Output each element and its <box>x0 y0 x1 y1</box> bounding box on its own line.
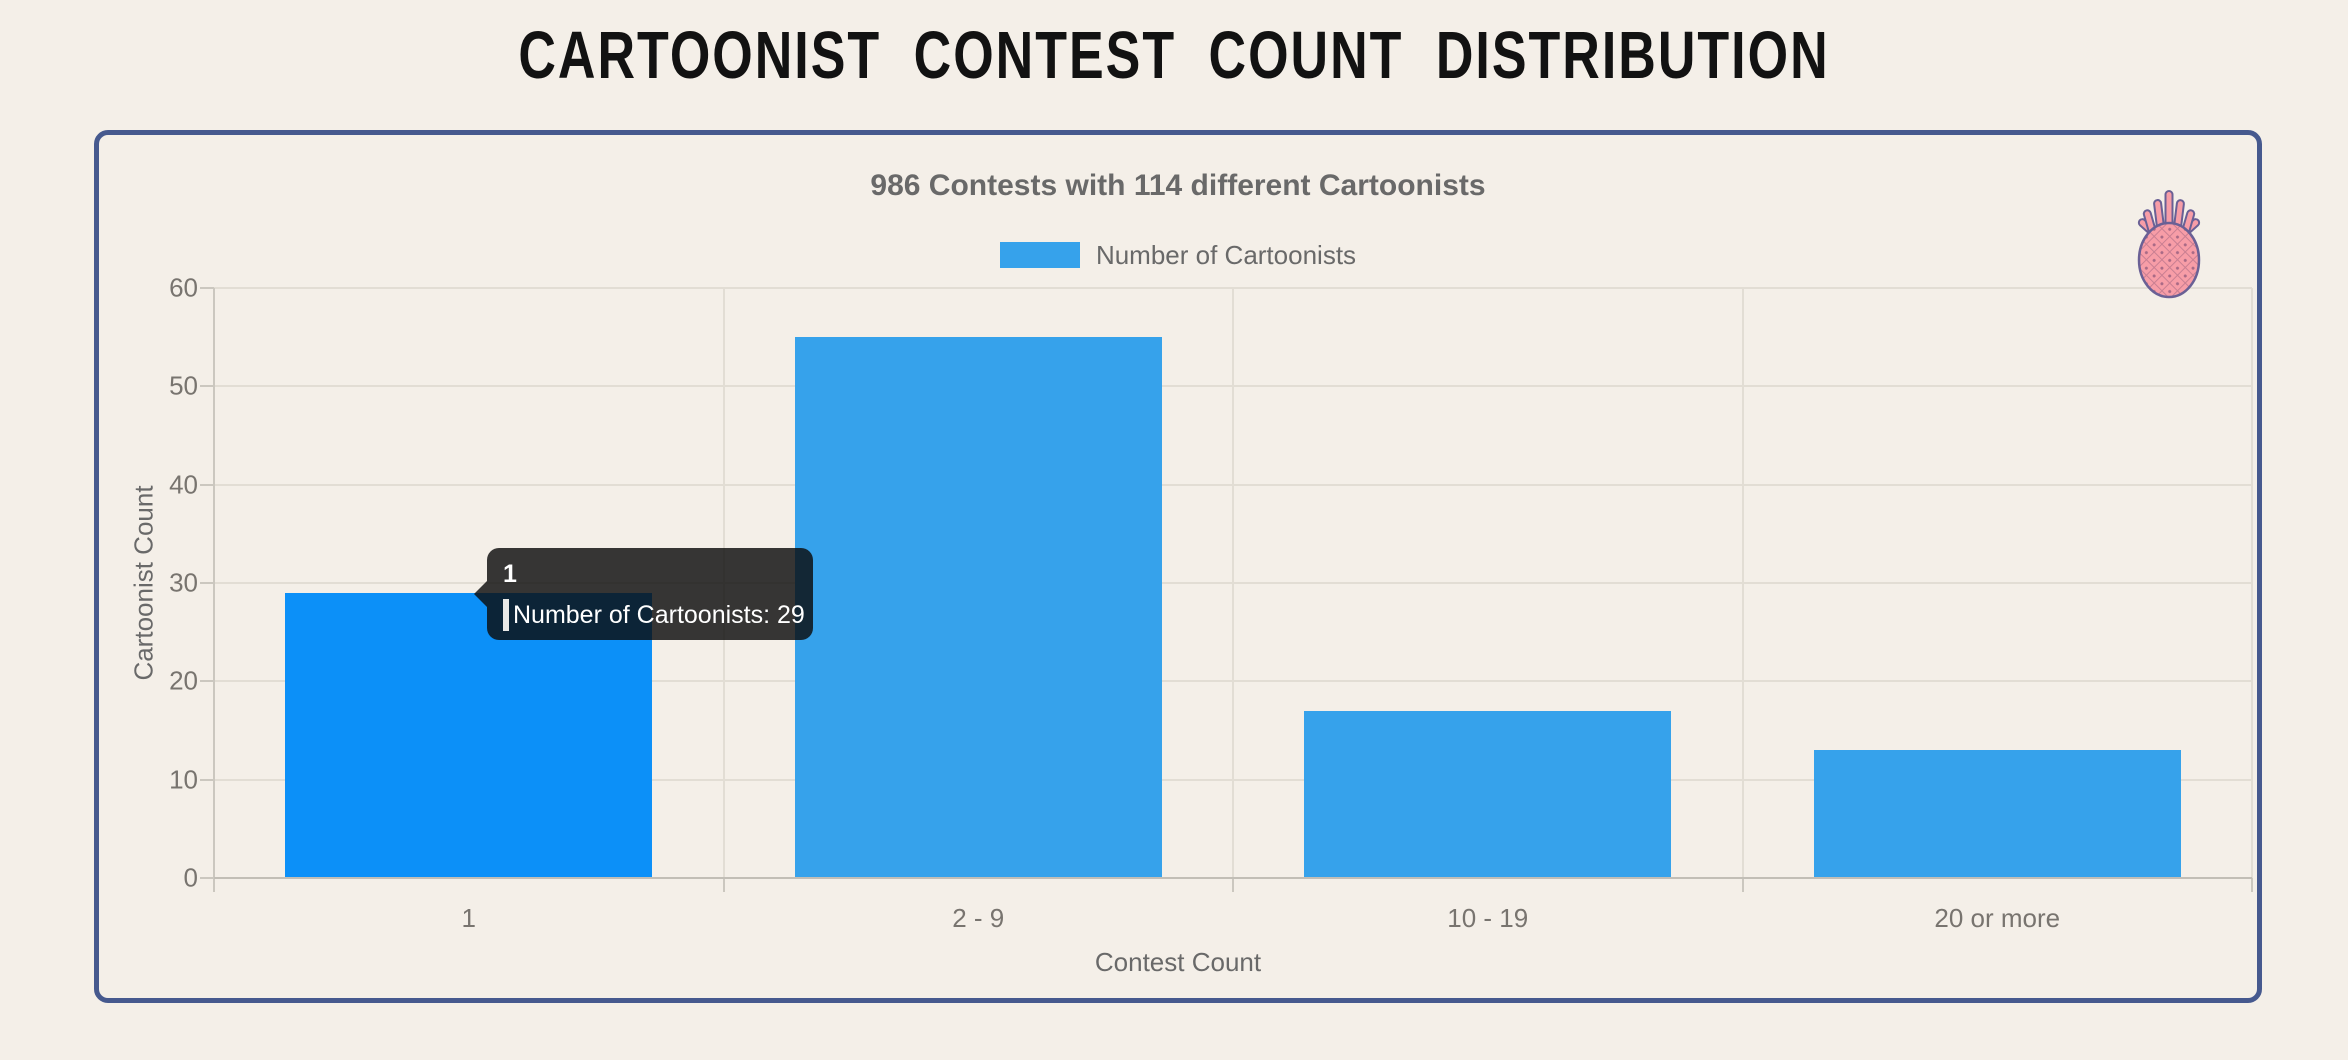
x-tick-mark <box>1741 878 1744 892</box>
chart-card: 986 Contests with 114 different Cartooni… <box>94 130 2262 1003</box>
category-boundary-gridline <box>1741 288 1744 878</box>
x-tick-mark <box>2251 878 2253 892</box>
y-tick-mark <box>200 385 214 388</box>
y-tick-label: 10 <box>169 764 198 795</box>
y-tick-label: 60 <box>169 272 198 303</box>
x-tick-label: 20 or more <box>1934 903 2061 933</box>
y-tick-mark <box>200 483 214 486</box>
y-tick-mark <box>200 582 214 584</box>
bar-1[interactable] <box>285 592 653 878</box>
legend-swatch <box>999 242 1080 268</box>
y-tick-mark <box>200 778 214 781</box>
page-title: CARTOONIST CONTEST COUNT DISTRIBUTION <box>518 19 1830 94</box>
category-boundary-gridline <box>1232 288 1234 878</box>
x-tick-label: 1 <box>461 903 476 933</box>
bar-10-19[interactable] <box>1304 710 1672 878</box>
x-axis-title: Contest Count <box>1094 947 1262 977</box>
bar-2-9[interactable] <box>794 337 1162 878</box>
y-tick-label: 0 <box>183 862 198 893</box>
tooltip-label: Number of Cartoonists: 29 <box>513 600 805 629</box>
x-tick-label: 2 - 9 <box>952 903 1005 933</box>
tooltip-row: Number of Cartoonists: 29 <box>503 599 805 631</box>
x-tick-mark <box>213 878 215 892</box>
legend-label: Number of Cartoonists <box>1095 239 1357 270</box>
y-tick-mark <box>200 877 214 879</box>
category-boundary-gridline <box>2251 288 2253 878</box>
x-axis-line <box>214 877 2252 879</box>
y-tick-mark <box>200 680 214 683</box>
x-tick-mark <box>722 878 725 892</box>
x-tick-label: 10 - 19 <box>1447 903 1529 933</box>
y-tick-label: 40 <box>169 469 198 500</box>
y-axis-line <box>213 288 215 878</box>
chart-title: 986 Contests with 114 different Cartooni… <box>870 169 1486 202</box>
y-tick-mark <box>200 287 214 289</box>
tooltip-swatch <box>503 599 509 631</box>
plot-area <box>213 287 2253 879</box>
y-tick-label: 50 <box>169 370 198 401</box>
y-tick-label: 20 <box>169 665 198 696</box>
tooltip: 1 Number of Cartoonists: 29 <box>474 548 813 640</box>
tooltip-caret-icon <box>474 581 487 607</box>
pineapple-icon <box>2137 190 2201 299</box>
legend-item-number-of-cartoonists[interactable]: Number of Cartoonists <box>999 239 1357 271</box>
y-tick-label: 30 <box>169 567 198 598</box>
legend: Number of Cartoonists <box>99 239 2257 271</box>
x-tick-mark <box>1232 878 1234 892</box>
tooltip-title: 1 <box>503 560 517 588</box>
bar-20ormore[interactable] <box>1813 750 2181 878</box>
